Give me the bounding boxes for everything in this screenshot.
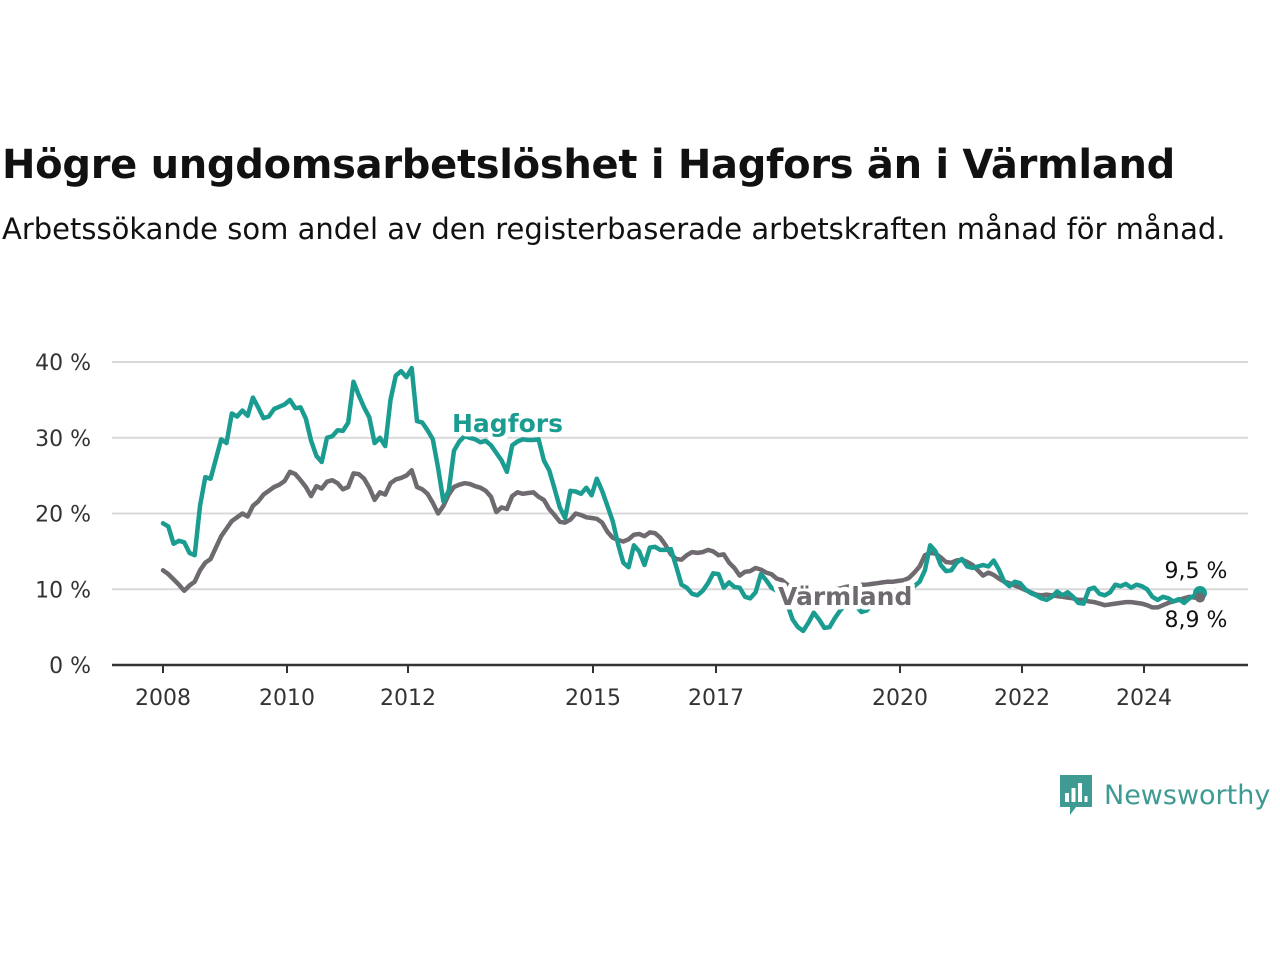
series-line-hagfors: [160, 365, 1203, 634]
chart-title: Högre ungdomsarbetslöshet i Hagfors än i…: [2, 142, 1176, 188]
newsworthy-brand-name: Newsworthy: [1104, 779, 1271, 811]
series-lines: [160, 365, 1207, 634]
newsworthy-brand: Newsworthy: [1058, 772, 1280, 818]
x-tick-label: 2022: [994, 686, 1050, 711]
x-tick-label: 2010: [259, 686, 315, 711]
grid-lines: [112, 361, 1248, 591]
end-label-varmland: 8,9 %: [1165, 608, 1228, 633]
x-tick-label: 2024: [1116, 686, 1172, 711]
y-tick-label: 0 %: [49, 654, 91, 679]
y-tick-label: 20 %: [35, 503, 91, 528]
chart-subtitle: Arbetssökande som andel av den registerb…: [2, 212, 1226, 246]
x-tick-label: 2008: [135, 686, 191, 711]
end-label-hagfors: 9,5 %: [1165, 559, 1228, 584]
y-tick-label: 40 %: [35, 351, 91, 376]
y-axis-tick-labels: 0 % 10 % 20 % 30 % 40 %: [35, 351, 91, 679]
x-tick-label: 2015: [565, 686, 621, 711]
x-tick-label: 2017: [688, 686, 744, 711]
svg-text:Värmland: Värmland: [778, 582, 912, 611]
y-tick-label: 10 %: [35, 578, 91, 603]
x-tick-label: 2012: [380, 686, 436, 711]
svg-text:Hagfors: Hagfors: [452, 409, 563, 438]
newsworthy-logo-icon: [1060, 775, 1092, 815]
x-axis-ticks: 2008 2010 2012 2015 2017 2020 2022 2024: [135, 665, 1172, 711]
svg-text:Hagfors: Hagfors: [452, 409, 563, 438]
varmland-end-point: [1195, 592, 1205, 603]
x-tick-label: 2020: [872, 686, 928, 711]
svg-text:Värmland: Värmland: [778, 582, 912, 611]
y-tick-label: 30 %: [35, 427, 91, 452]
